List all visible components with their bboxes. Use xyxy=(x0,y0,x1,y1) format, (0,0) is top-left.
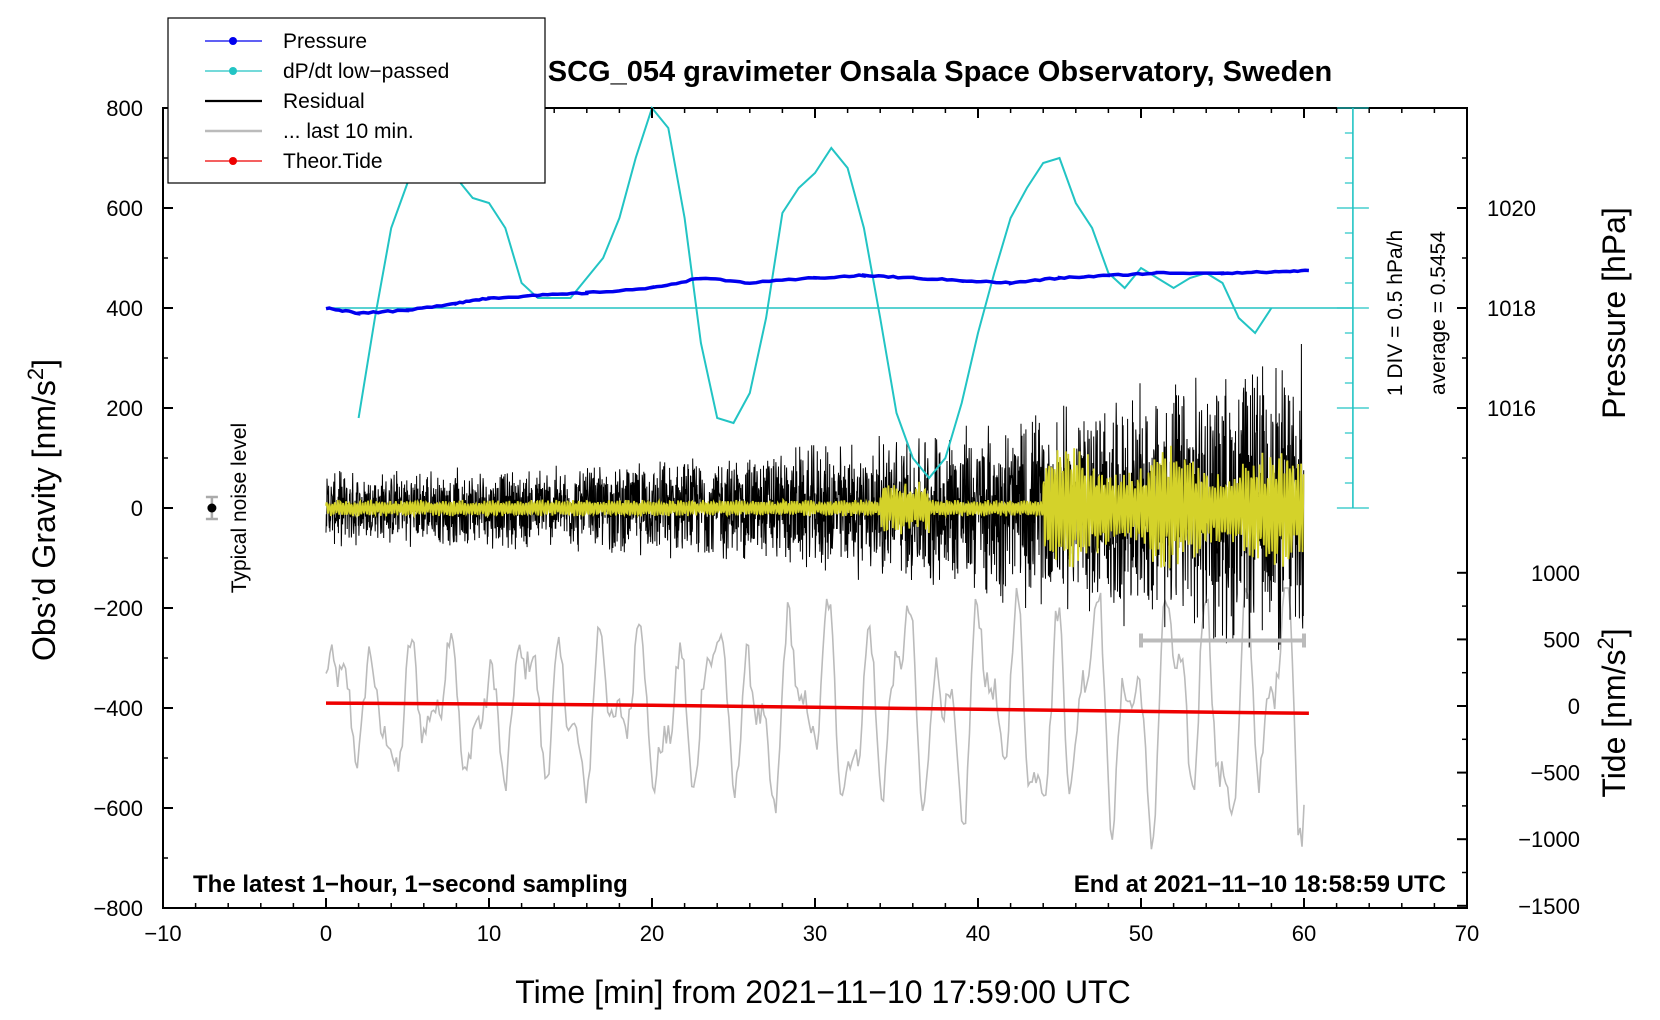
bottom-left-note: The latest 1−hour, 1−second sampling xyxy=(193,871,628,898)
theor-tide-series xyxy=(325,701,1309,716)
residual-smoothed-line xyxy=(325,445,1305,569)
y-tick-label: 0 xyxy=(131,496,143,521)
tide-line xyxy=(325,701,1309,716)
noise-point xyxy=(207,503,217,513)
legend-label: Residual xyxy=(283,90,365,113)
average-label: average = 0.5454 xyxy=(1427,231,1450,395)
legend-marker xyxy=(229,157,237,165)
legend-label: Pressure xyxy=(283,30,367,53)
noise-marker xyxy=(205,495,218,521)
y-axis-left-label: Obs’d Gravity [nm/s2] xyxy=(23,359,63,661)
last-10-min-line xyxy=(325,587,1305,850)
legend-label: ... last 10 min. xyxy=(283,120,414,143)
last-10-min-bar xyxy=(1139,633,1306,648)
tide-axis-ticks: 1000 500 0 −500 −1000 −1500 xyxy=(1457,561,1580,919)
legend-marker xyxy=(229,37,237,45)
y-tick-label: −400 xyxy=(93,696,143,721)
y-tick-label: 600 xyxy=(106,196,143,221)
x-tick-label: 10 xyxy=(477,921,501,946)
x-tick-label: 60 xyxy=(1292,921,1316,946)
tide-tick-label: −1000 xyxy=(1518,827,1580,852)
x-axis-ticks: −10 0 10 20 30 40 50 60 70 xyxy=(144,108,1479,946)
pressure-line xyxy=(325,268,1310,316)
legend: Pressure dP/dt low−passed Residual ... last… xyxy=(167,17,546,184)
tide-tick-label: 500 xyxy=(1543,627,1580,652)
pressure-series xyxy=(325,268,1310,316)
residual-smoothed-series xyxy=(325,445,1305,569)
pressure-tick-label: 1020 xyxy=(1487,196,1536,221)
x-tick-label: 40 xyxy=(966,921,990,946)
y-axis-tide-label: Tide [nm/s2] xyxy=(1593,628,1633,797)
x-tick-label: 50 xyxy=(1129,921,1153,946)
div-label: 1 DIV = 0.5 hPa/h xyxy=(1384,230,1407,396)
x-tick-label: 20 xyxy=(640,921,664,946)
bottom-right-note: End at 2021−11−10 18:58:59 UTC xyxy=(1074,871,1446,898)
pressure-tick-label: 1018 xyxy=(1487,296,1536,321)
y-tick-label: 400 xyxy=(106,296,143,321)
chart-title: SCG_054 gravimeter Onsala Space Observat… xyxy=(548,56,1332,88)
div-scale xyxy=(1336,107,1369,509)
legend-label: dP/dt low−passed xyxy=(283,60,449,83)
dpdt-line xyxy=(357,105,1273,480)
pressure-axis-ticks: 1020 1018 1016 xyxy=(1457,157,1536,459)
last-10-min-series xyxy=(325,587,1305,850)
tide-tick-label: −1500 xyxy=(1518,894,1580,919)
x-tick-label: 70 xyxy=(1455,921,1479,946)
x-tick-label: 30 xyxy=(803,921,827,946)
y-tick-label: −800 xyxy=(93,896,143,921)
y-tick-label: −600 xyxy=(93,796,143,821)
dpdt-series xyxy=(326,105,1353,480)
pressure-tick-label: 1016 xyxy=(1487,396,1536,421)
y-tick-label: 200 xyxy=(106,396,143,421)
x-tick-label: 0 xyxy=(320,921,332,946)
tide-tick-label: 0 xyxy=(1568,694,1580,719)
y-tick-label: −200 xyxy=(93,596,143,621)
noise-label: Typical noise level xyxy=(228,423,251,593)
legend-label: Theor.Tide xyxy=(283,150,383,173)
legend-marker xyxy=(229,67,237,75)
y-tick-label: 800 xyxy=(106,96,143,121)
x-tick-label: −10 xyxy=(144,921,181,946)
x-axis-label: Time [min] from 2021−11−10 17:59:00 UTC xyxy=(515,974,1130,1010)
y-axis-pressure-label: Pressure [hPa] xyxy=(1596,207,1632,419)
tide-tick-label: 1000 xyxy=(1531,561,1580,586)
tide-tick-label: −500 xyxy=(1530,761,1580,786)
y-left-axis-ticks: 800 600 400 200 0 −200 −400 −600 −800 xyxy=(93,96,173,921)
